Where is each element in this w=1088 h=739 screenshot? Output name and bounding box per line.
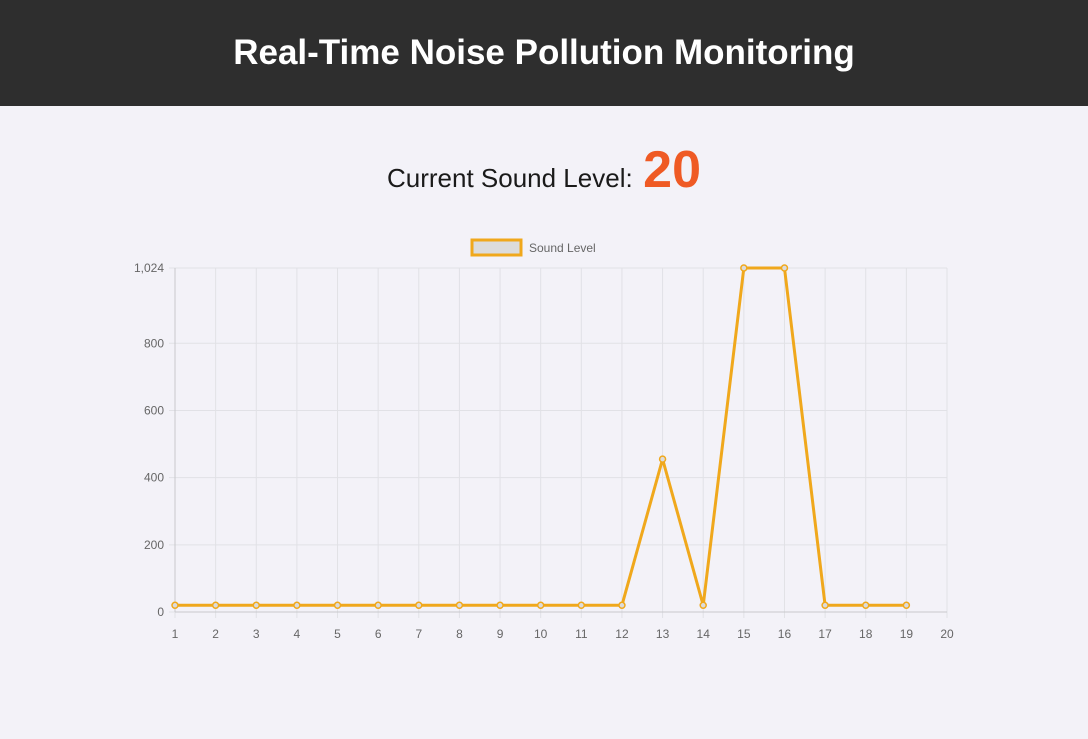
data-point (496, 601, 504, 610)
data-point (577, 601, 586, 610)
data-point (780, 264, 789, 272)
x-tick-label: 19 (900, 627, 914, 641)
x-tick-label: 17 (818, 627, 832, 641)
data-point (902, 601, 911, 610)
data-point (252, 601, 261, 610)
y-tick-label: 200 (144, 538, 164, 552)
y-tick-label: 1,024 (134, 261, 164, 275)
x-tick-label: 4 (294, 627, 301, 641)
x-tick-label: 18 (859, 627, 873, 641)
data-point (333, 601, 342, 610)
data-point (699, 601, 707, 610)
data-point (455, 601, 464, 610)
x-tick-label: 3 (253, 627, 260, 641)
current-sound-level-label: Current Sound Level: (386, 163, 633, 193)
y-tick-label: 600 (144, 403, 164, 417)
x-tick-label: 14 (697, 627, 711, 641)
data-point (374, 601, 382, 610)
legend-swatch (470, 238, 523, 257)
x-tick-label: 11 (575, 627, 588, 641)
x-tick-label: 9 (497, 627, 504, 641)
y-tick-label: 400 (144, 471, 164, 485)
data-point (293, 601, 301, 610)
page-title: Real-Time Noise Pollution Monitoring (233, 33, 855, 72)
data-point (415, 601, 423, 610)
data-point (740, 264, 748, 272)
legend-label: Sound Level (529, 241, 596, 255)
x-tick-label: 10 (534, 627, 548, 641)
x-tick-label: 12 (615, 627, 629, 641)
x-tick-label: 1 (172, 627, 179, 641)
data-point (821, 601, 829, 610)
y-tick-label: 800 (144, 336, 164, 350)
current-sound-level-value: 20 (643, 141, 701, 199)
y-tick-label: 0 (157, 605, 164, 619)
page-header: Real-Time Noise Pollution Monitoring (0, 0, 1088, 106)
current-sound-level: Current Sound Level: 20 (0, 140, 1088, 200)
x-tick-label: 8 (456, 627, 463, 641)
x-tick-label: 7 (415, 627, 422, 641)
x-tick-label: 15 (737, 627, 751, 641)
data-point (211, 601, 220, 610)
data-point (618, 601, 626, 610)
x-tick-label: 2 (212, 627, 219, 641)
data-point (536, 601, 545, 610)
data-point (861, 601, 870, 610)
data-point (171, 601, 179, 610)
data-point (658, 455, 667, 463)
x-tick-label: 16 (778, 627, 792, 641)
x-tick-label: 6 (375, 627, 382, 641)
x-tick-label: 20 (940, 627, 954, 641)
x-tick-label: 5 (334, 627, 341, 641)
x-tick-label: 13 (656, 627, 670, 641)
